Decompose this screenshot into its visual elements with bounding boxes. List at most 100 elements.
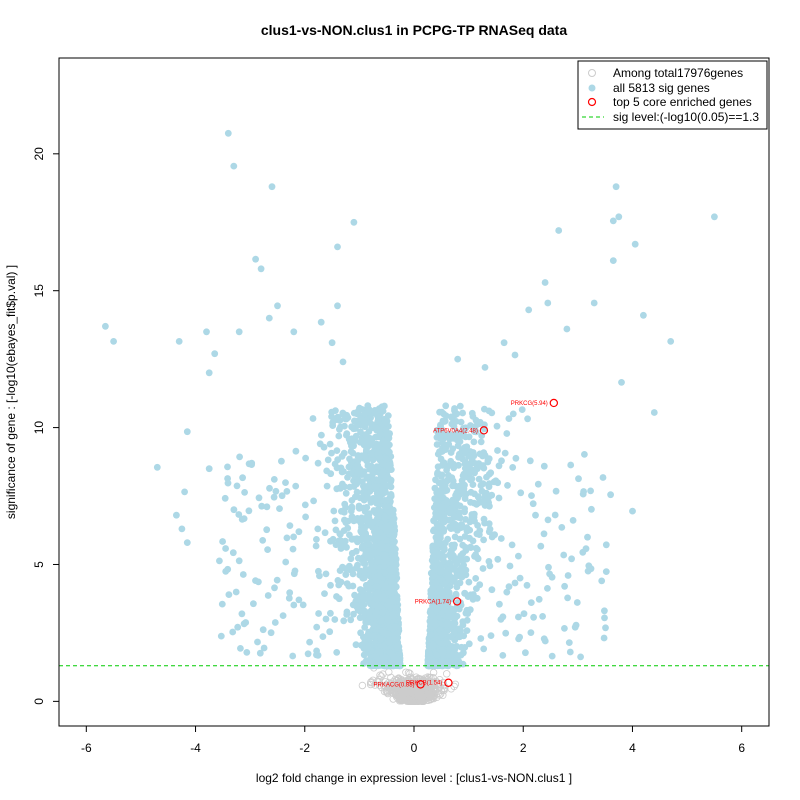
core-gene-label: PRKACG(0.88) xyxy=(374,682,415,688)
sig-point xyxy=(377,617,385,625)
y-axis-label: significance of gene : [-log10(ebayes_fi… xyxy=(4,265,18,519)
sig-point xyxy=(221,494,229,502)
sig-point xyxy=(517,489,525,497)
sig-point xyxy=(302,513,309,521)
sig-point xyxy=(453,560,461,568)
core-gene-point xyxy=(479,426,489,435)
sig-point xyxy=(446,505,454,513)
sig-point xyxy=(480,536,487,544)
sig-point xyxy=(337,530,344,538)
sig-point xyxy=(461,495,469,502)
sig-point xyxy=(339,358,347,366)
sig-point xyxy=(329,422,337,429)
sig-point xyxy=(577,653,584,661)
sig-point xyxy=(328,339,336,347)
sig-point xyxy=(582,545,590,553)
sig-point xyxy=(252,577,259,584)
sig-point xyxy=(235,511,243,518)
sig-point xyxy=(346,531,353,539)
sig-point xyxy=(350,610,357,618)
sig-point xyxy=(607,491,614,499)
sig-point xyxy=(587,487,594,495)
sig-point xyxy=(333,485,341,493)
sig-point xyxy=(579,490,587,498)
sig-point xyxy=(492,477,500,485)
sig-point xyxy=(203,328,210,336)
sig-point xyxy=(528,492,535,499)
sig-point xyxy=(453,583,461,591)
sig-point xyxy=(602,624,609,632)
sig-point xyxy=(331,460,339,468)
sig-point xyxy=(375,442,383,450)
sig-point xyxy=(375,572,383,579)
sig-point xyxy=(449,482,456,490)
sig-point xyxy=(341,516,348,524)
sig-point xyxy=(481,502,489,509)
sig-point xyxy=(363,494,371,502)
sig-point xyxy=(340,449,348,457)
legend: Among total17976genes all 5813 sig genes… xyxy=(577,60,768,130)
x-tick-label: 0 xyxy=(411,741,418,755)
y-tick-label: 0 xyxy=(32,698,46,705)
x-tick-label: 2 xyxy=(520,741,527,755)
sig-point xyxy=(516,574,524,582)
sig-point xyxy=(505,415,513,422)
sig-point xyxy=(493,422,501,430)
sig-point xyxy=(540,635,548,643)
sig-point xyxy=(360,418,368,426)
sig-point xyxy=(483,473,490,481)
x-axis: -6 -4 -2 0 2 4 6 xyxy=(81,726,745,755)
sig-point xyxy=(386,448,393,456)
sig-point xyxy=(464,593,472,600)
nonsig-point xyxy=(396,695,404,703)
sig-point xyxy=(481,364,489,371)
nonsig-point xyxy=(387,673,395,682)
sig-point xyxy=(367,579,374,587)
sig-point xyxy=(477,438,485,446)
sig-point xyxy=(391,553,399,561)
sig-point xyxy=(431,495,439,503)
sig-point xyxy=(469,481,477,488)
sig-point xyxy=(455,453,462,461)
sig-point xyxy=(363,657,370,664)
nonsig-point xyxy=(404,669,413,677)
sig-point xyxy=(540,462,548,470)
sig-point xyxy=(564,572,572,579)
nonsig-point xyxy=(375,681,384,689)
sig-point xyxy=(365,482,372,490)
sig-point xyxy=(349,449,357,457)
sig-point xyxy=(441,418,448,425)
sig-point xyxy=(567,461,575,469)
sig-point xyxy=(318,431,325,439)
sig-point xyxy=(276,505,283,512)
sig-point xyxy=(434,530,442,538)
sig-point xyxy=(181,488,189,496)
sig-point xyxy=(520,610,528,618)
sig-point xyxy=(322,570,330,578)
sig-point xyxy=(334,243,341,251)
sig-point xyxy=(264,546,271,553)
sig-point xyxy=(503,588,511,596)
sig-point xyxy=(346,470,353,477)
sig-point xyxy=(609,257,617,264)
sig-point xyxy=(315,610,322,617)
sig-point xyxy=(233,482,241,490)
core-gene-point xyxy=(416,680,425,689)
sig-point xyxy=(319,633,327,640)
sig-point xyxy=(173,511,180,519)
sig-point xyxy=(321,590,328,597)
nonsig-point xyxy=(387,687,395,695)
sig-point xyxy=(264,592,272,599)
sig-point xyxy=(340,617,348,625)
sig-point xyxy=(471,517,478,525)
sig-point xyxy=(237,645,244,652)
sig-point xyxy=(211,350,219,358)
sig-point xyxy=(544,299,552,307)
sig-point xyxy=(427,608,435,616)
sig-point xyxy=(316,440,324,448)
sig-point xyxy=(375,433,382,441)
sig-point xyxy=(257,265,265,273)
sig-point xyxy=(321,529,329,537)
sig-point xyxy=(376,529,384,537)
sig-point xyxy=(323,467,331,475)
